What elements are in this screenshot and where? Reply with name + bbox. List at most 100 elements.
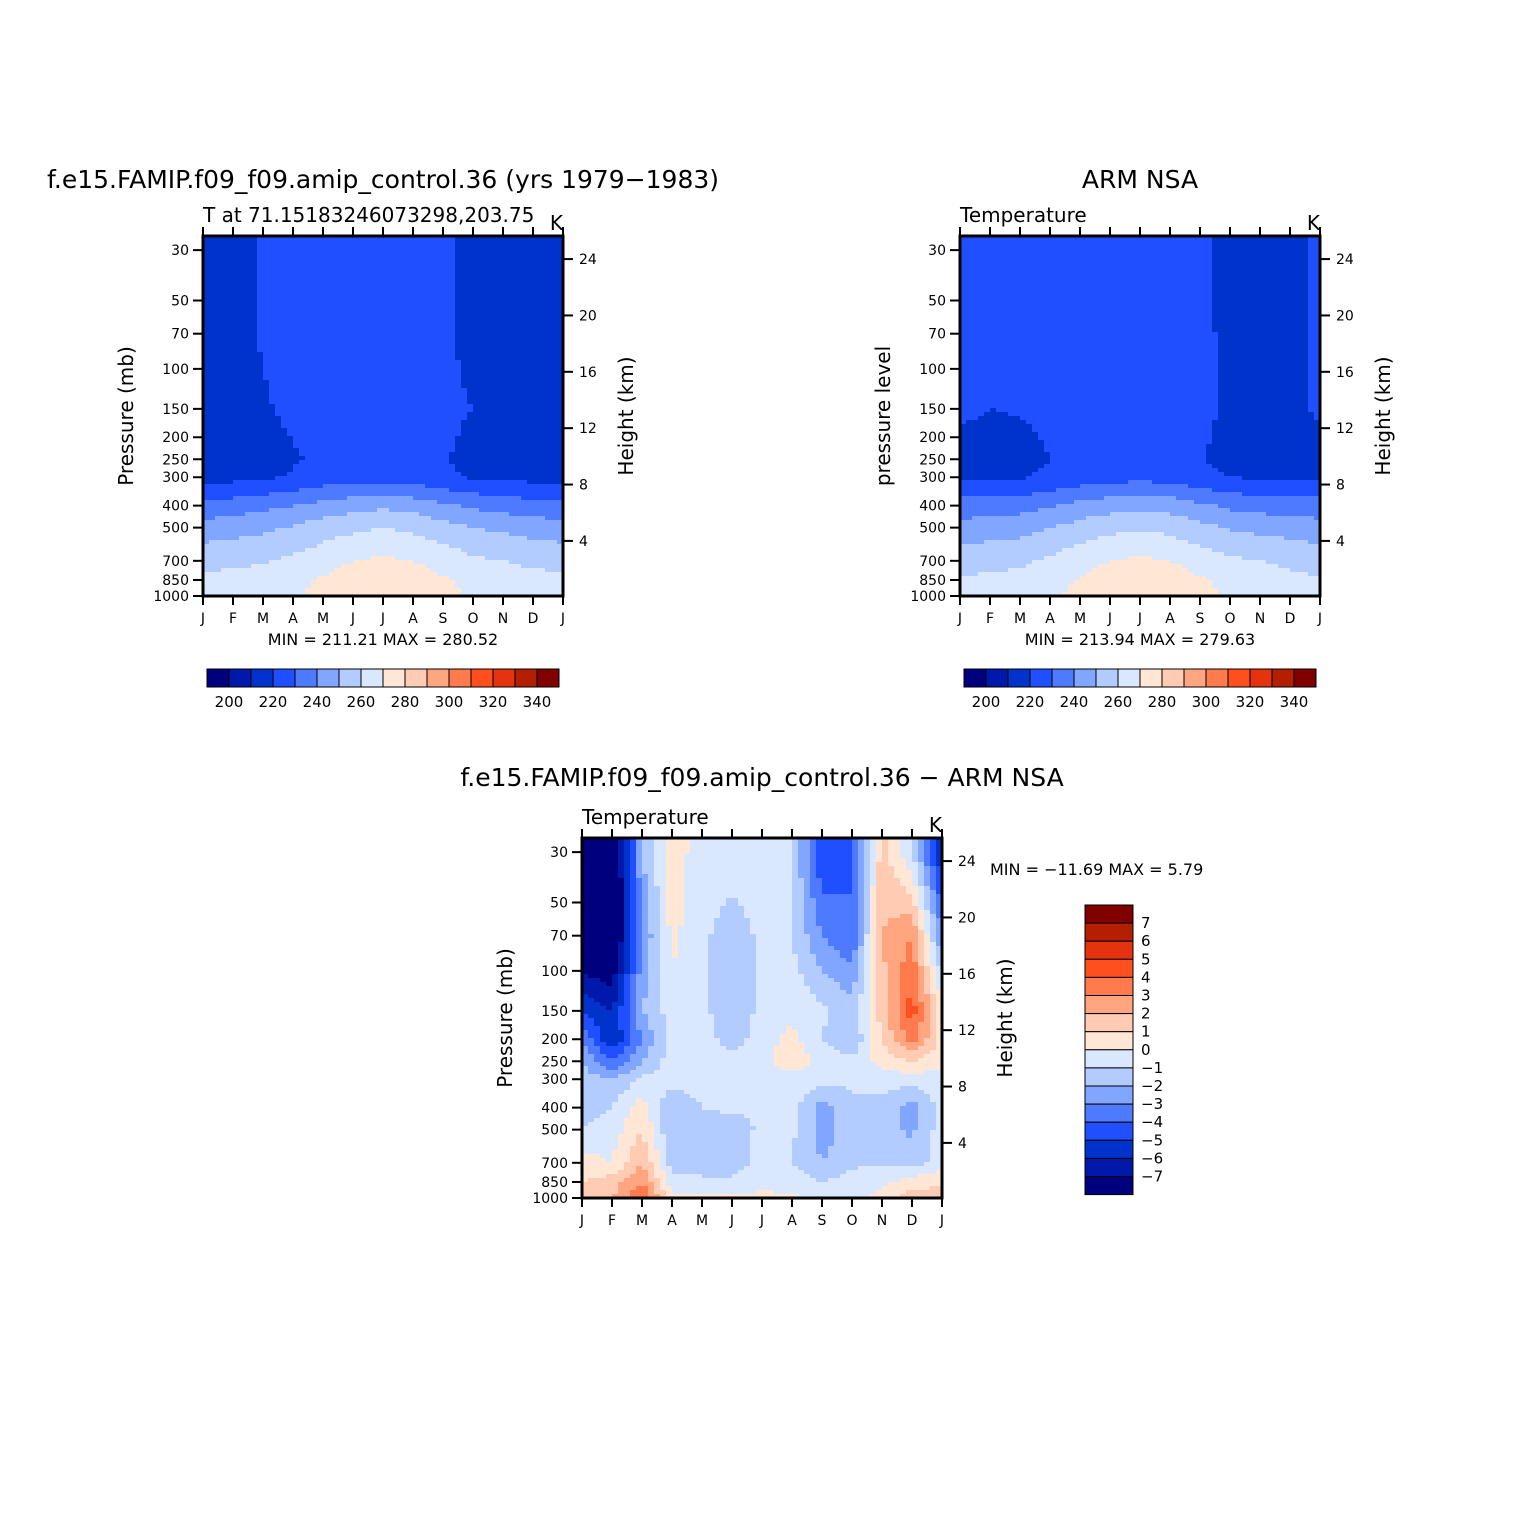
- model-contour-cell: [263, 268, 270, 273]
- model-contour-cell: [323, 488, 330, 493]
- model-contour-cell: [551, 444, 558, 449]
- model-contour-cell: [389, 376, 396, 381]
- model-contour-cell: [245, 516, 252, 521]
- model-contour-cell: [545, 500, 552, 505]
- model-contour-cell: [395, 432, 402, 437]
- model-contour-cell: [215, 416, 222, 421]
- model-contour-cell: [359, 460, 366, 465]
- model-contour-cell: [497, 324, 504, 329]
- model-contour-cell: [497, 240, 504, 245]
- model-contour-cell: [257, 524, 264, 529]
- model-contour-cell: [431, 560, 438, 565]
- model-contour-cell: [341, 264, 348, 269]
- model-contour-cell: [497, 292, 504, 297]
- model-contour-cell: [479, 436, 486, 441]
- model-contour-cell: [485, 328, 492, 333]
- model-contour-cell: [503, 400, 510, 405]
- model-contour-cell: [269, 448, 276, 453]
- model-contour-cell: [425, 400, 432, 405]
- model-contour-cell: [521, 556, 528, 561]
- model-contour-cell: [245, 424, 252, 429]
- model-contour-cell: [443, 564, 450, 569]
- model-contour-cell: [407, 456, 414, 461]
- model-contour-cell: [539, 468, 546, 473]
- model-contour-cell: [215, 284, 222, 289]
- model-contour-cell: [371, 396, 378, 401]
- model-contour-cell: [245, 404, 252, 409]
- model-contour-cell: [317, 468, 324, 473]
- model-contour-cell: [449, 436, 456, 441]
- model-contour-cell: [215, 532, 222, 537]
- model-contour-cell: [347, 516, 354, 521]
- model-contour-cell: [269, 316, 276, 321]
- model-contour-cell: [233, 260, 240, 265]
- model-contour-cell: [293, 272, 300, 277]
- model-contour-cell: [281, 448, 288, 453]
- model-contour-cell: [251, 480, 258, 485]
- model-contour-cell: [317, 460, 324, 465]
- model-contour-cell: [317, 544, 324, 549]
- model-contour-cell: [359, 384, 366, 389]
- model-contour-cell: [407, 356, 414, 361]
- model-contour-cell: [449, 464, 456, 469]
- model-contour-cell: [245, 340, 252, 345]
- model-contour-cell: [335, 424, 342, 429]
- model-contour-cell: [305, 268, 312, 273]
- model-contour-cell: [221, 516, 228, 521]
- model-contour-cell: [269, 544, 276, 549]
- model-contour-cell: [215, 380, 222, 385]
- model-contour-cell: [491, 372, 498, 377]
- model-contour-cell: [371, 256, 378, 261]
- model-contour-cell: [317, 484, 324, 489]
- model-contour-cell: [527, 444, 534, 449]
- model-contour-cell: [227, 368, 234, 373]
- model-contour-cell: [335, 324, 342, 329]
- model-contour-cell: [515, 252, 522, 257]
- model-contour-cell: [413, 384, 420, 389]
- model-contour-cell: [233, 516, 240, 521]
- model-contour-cell: [275, 476, 282, 481]
- model-contour-cell: [335, 396, 342, 401]
- model-contour-cell: [347, 348, 354, 353]
- model-contour-cell: [521, 424, 528, 429]
- model-contour-cell: [413, 376, 420, 381]
- model-contour-cell: [275, 564, 282, 569]
- model-contour-cell: [443, 400, 450, 405]
- model-contour-cell: [521, 244, 528, 249]
- model-contour-cell: [407, 244, 414, 249]
- model-contour-cell: [299, 308, 306, 313]
- model-contour-cell: [473, 468, 480, 473]
- model-contour-cell: [329, 532, 336, 537]
- model-contour-cell: [323, 336, 330, 341]
- model-contour-cell: [539, 528, 546, 533]
- model-contour-cell: [437, 360, 444, 365]
- model-contour-cell: [389, 476, 396, 481]
- model-contour-cell: [233, 240, 240, 245]
- model-contour-cell: [287, 396, 294, 401]
- model-contour-cell: [455, 456, 462, 461]
- model-contour-cell: [221, 496, 228, 501]
- model-contour-cell: [383, 324, 390, 329]
- model-contour-cell: [221, 368, 228, 373]
- model-contour-cell: [203, 320, 210, 325]
- model-contour-cell: [299, 268, 306, 273]
- model-contour-cell: [287, 560, 294, 565]
- model-contour-cell: [497, 392, 504, 397]
- model-contour-cell: [389, 528, 396, 533]
- model-contour-cell: [299, 344, 306, 349]
- model-contour-cell: [293, 516, 300, 521]
- model-contour-cell: [377, 400, 384, 405]
- model-contour-cell: [521, 552, 528, 557]
- model-contour-cell: [215, 296, 222, 301]
- model-contour-cell: [461, 368, 468, 373]
- model-contour-cell: [317, 368, 324, 373]
- model-contour-cell: [503, 420, 510, 425]
- model-contour-cell: [233, 340, 240, 345]
- model-contour-cell: [209, 356, 216, 361]
- model-contour-cell: [233, 304, 240, 309]
- model-contour-cell: [383, 556, 390, 561]
- model-contour-cell: [245, 524, 252, 529]
- model-contour-cell: [335, 492, 342, 497]
- model-contour-cell: [227, 316, 234, 321]
- model-contour-cell: [503, 492, 510, 497]
